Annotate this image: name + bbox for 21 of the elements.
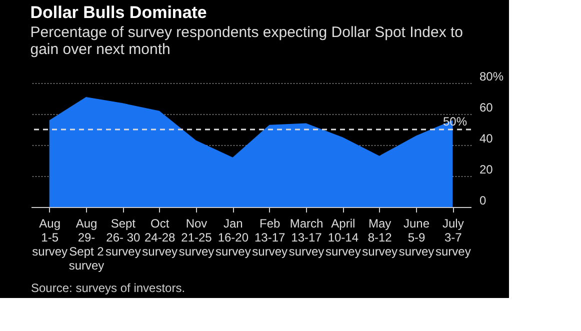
x-tick-label: May 8-12 survey [362,216,398,258]
y-tick-label: 20 [480,162,494,176]
x-tick-label: June 5-9 survey [398,216,434,258]
chart-subtitle: Percentage of survey respondents expecting Dollar Spot Index to gain over next month [30,24,464,58]
y-tick-label: 0 [480,194,486,208]
y-tick-label: 80% [480,70,504,84]
ref-line-label: 50% [442,114,468,128]
source-note: Source: surveys of investors. [31,281,186,295]
x-tick-label: Aug 29- Sept 2 survey [68,216,104,272]
x-tick-label: Sept 26- 30 survey [105,216,141,258]
x-tick-label: March 13-17 survey [288,216,324,258]
x-tick-label: Feb 13-17 survey [252,216,288,258]
y-tick-label: 60 [480,100,494,114]
y-tick-label: 40 [480,132,494,146]
x-tick-label: April 10-14 survey [325,216,361,258]
x-tick-label: Aug 1-5 survey [32,216,68,258]
chart-title: Dollar Bulls Dominate [30,3,207,22]
x-tick-label: Jan 16-20 survey [215,216,251,258]
x-tick-label: July 3-7 survey [435,216,471,258]
x-tick-label: Nov 21-25 survey [178,216,214,258]
x-tick-label: Oct 24-28 survey [142,216,178,258]
